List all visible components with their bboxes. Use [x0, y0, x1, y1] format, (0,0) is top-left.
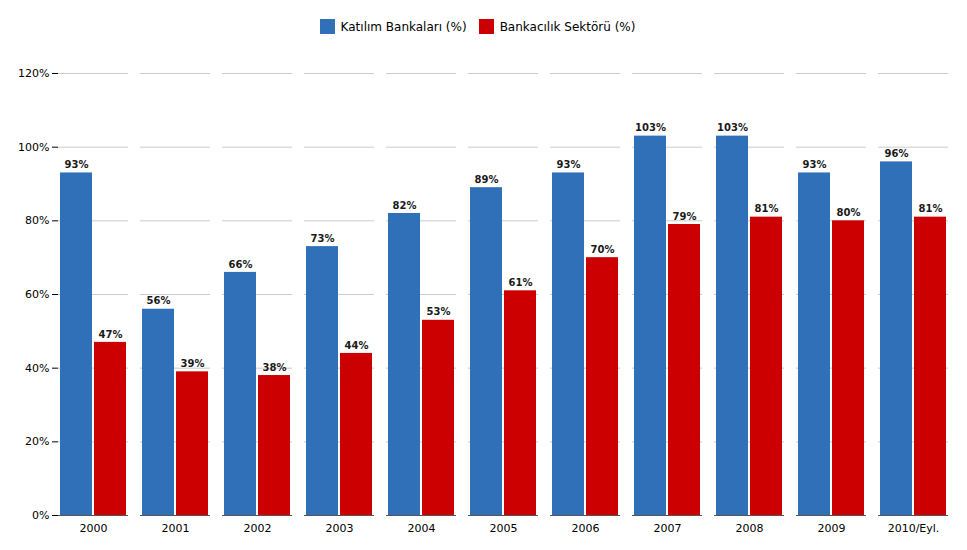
svg-text:2003: 2003 [326, 522, 354, 535]
svg-text:96%: 96% [885, 148, 909, 159]
svg-text:81%: 81% [919, 203, 943, 214]
svg-text:2006: 2006 [572, 522, 600, 535]
svg-text:100%: 100% [18, 141, 49, 154]
svg-text:82%: 82% [393, 200, 417, 211]
svg-text:40%: 40% [25, 362, 49, 375]
svg-text:70%: 70% [591, 244, 615, 255]
svg-text:89%: 89% [475, 174, 499, 185]
html-text:Bankacılık Sektörü (%): Bankacılık Sektörü (%) [499, 19, 636, 34]
svg-text:93%: 93% [557, 159, 581, 170]
svg-text:47%: 47% [99, 329, 123, 340]
svg-text:2002: 2002 [244, 522, 272, 535]
svg-text:93%: 93% [65, 159, 89, 170]
svg-text:81%: 81% [755, 203, 779, 214]
svg-text:0%: 0% [32, 509, 49, 522]
svg-text:2001: 2001 [162, 522, 190, 535]
svg-text:2004: 2004 [408, 522, 436, 535]
svg-text:103%: 103% [717, 122, 748, 133]
svg-text:61%: 61% [509, 277, 533, 288]
svg-text:2007: 2007 [654, 522, 682, 535]
svg-text:103%: 103% [635, 122, 666, 133]
svg-text:2008: 2008 [736, 522, 764, 535]
svg-text:2010/Eyl.: 2010/Eyl. [888, 522, 940, 535]
svg-text:80%: 80% [25, 214, 49, 227]
svg-text:60%: 60% [25, 288, 49, 301]
html-text:Katılım Bankaları (%): Katılım Bankaları (%) [340, 19, 467, 34]
svg-text:80%: 80% [837, 207, 861, 218]
svg-text:38%: 38% [263, 362, 287, 373]
svg-text:2005: 2005 [490, 522, 518, 535]
svg-text:56%: 56% [147, 295, 171, 306]
svg-text:93%: 93% [803, 159, 827, 170]
svg-text:20%: 20% [25, 435, 49, 448]
svg-text:120%: 120% [18, 67, 49, 80]
svg-text:2000: 2000 [80, 522, 108, 535]
svg-text:79%: 79% [673, 211, 697, 222]
svg-text:66%: 66% [229, 259, 253, 270]
svg-text:39%: 39% [181, 358, 205, 369]
svg-text:2009: 2009 [818, 522, 846, 535]
svg-text:53%: 53% [427, 306, 451, 317]
svg-text:73%: 73% [311, 233, 335, 244]
svg-text:44%: 44% [345, 340, 369, 351]
